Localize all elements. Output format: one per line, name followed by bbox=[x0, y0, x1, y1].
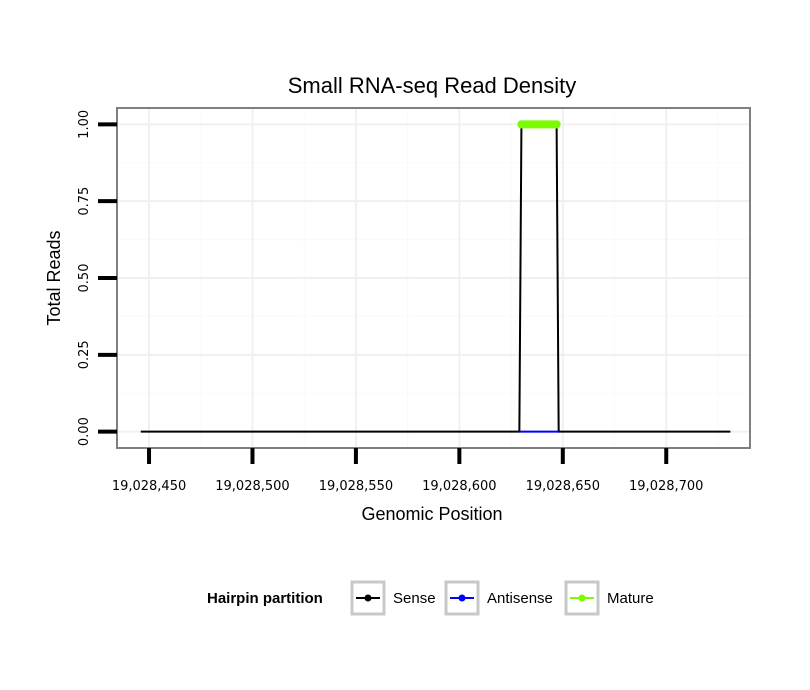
y-tick-label: 0.25 bbox=[77, 340, 92, 369]
legend-item-antisense: Antisense bbox=[444, 580, 553, 616]
y-axis: 0.00 0.25 0.50 0.75 1.00 bbox=[77, 110, 117, 446]
y-axis-title: Total Reads bbox=[44, 230, 64, 325]
legend-item-sense: Sense bbox=[350, 580, 436, 616]
x-tick-label: 19,028,450 bbox=[112, 479, 186, 494]
legend: Hairpin partition Sense Antisense Mature bbox=[207, 580, 654, 616]
gridlines bbox=[118, 109, 749, 447]
x-axis: 19,028,450 19,028,500 19,028,550 19,028,600… bbox=[112, 448, 703, 494]
mature-point bbox=[552, 120, 561, 129]
x-axis-title: Genomic Position bbox=[361, 504, 502, 524]
legend-item-mature: Mature bbox=[564, 580, 654, 616]
legend-key-point bbox=[458, 594, 466, 602]
x-tick-label: 19,028,700 bbox=[629, 479, 703, 494]
x-tick-label: 19,028,550 bbox=[319, 479, 393, 494]
y-tick-label: 1.00 bbox=[77, 110, 92, 139]
chart-title: Small RNA-seq Read Density bbox=[288, 73, 577, 98]
y-tick-label: 0.00 bbox=[77, 417, 92, 446]
series-lines bbox=[140, 120, 731, 433]
legend-key-point bbox=[364, 594, 372, 602]
legend-label: Antisense bbox=[487, 590, 553, 607]
mature-point bbox=[517, 120, 526, 129]
x-tick-label: 19,028,650 bbox=[526, 479, 600, 494]
legend-key-point bbox=[578, 594, 586, 602]
y-tick-label: 0.50 bbox=[77, 264, 92, 293]
x-tick-label: 19,028,600 bbox=[422, 479, 496, 494]
legend-title: Hairpin partition bbox=[207, 590, 323, 607]
legend-label: Sense bbox=[393, 590, 436, 607]
y-tick-label: 0.75 bbox=[77, 187, 92, 216]
x-tick-label: 19,028,500 bbox=[215, 479, 289, 494]
legend-label: Mature bbox=[607, 590, 654, 607]
